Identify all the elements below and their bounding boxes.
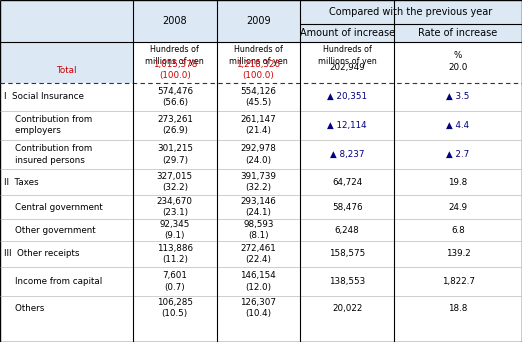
- Text: 98,593
(8.1): 98,593 (8.1): [243, 220, 274, 240]
- Text: 574,476
(56.6): 574,476 (56.6): [157, 87, 193, 107]
- Bar: [133, 42, 522, 83]
- Text: Central government: Central government: [4, 202, 102, 212]
- Text: ▲ 2.7: ▲ 2.7: [446, 150, 470, 159]
- Text: Hundreds of
millions of yen: Hundreds of millions of yen: [318, 45, 376, 66]
- Bar: [0, 140, 522, 169]
- Bar: [0, 267, 522, 296]
- Text: 58,476: 58,476: [332, 202, 362, 212]
- Text: Other government: Other government: [4, 225, 96, 235]
- Text: 20.0: 20.0: [448, 64, 468, 73]
- Text: 92,345
(9.1): 92,345 (9.1): [160, 220, 190, 240]
- Text: Amount of increase: Amount of increase: [300, 28, 395, 38]
- Bar: [0, 195, 522, 219]
- Text: ▲ 4.4: ▲ 4.4: [446, 121, 470, 130]
- Text: 272,461
(22.4): 272,461 (22.4): [241, 244, 276, 264]
- Bar: [0, 241, 522, 267]
- Text: 138,553: 138,553: [329, 277, 365, 286]
- Text: 301,215
(29.7): 301,215 (29.7): [157, 144, 193, 165]
- Text: 146,154
(12.0): 146,154 (12.0): [241, 271, 276, 292]
- Text: 20,022: 20,022: [332, 304, 362, 313]
- Text: 1,015,378
(100.0): 1,015,378 (100.0): [152, 60, 197, 80]
- Text: 139.2: 139.2: [446, 249, 470, 258]
- Text: 554,126
(45.5): 554,126 (45.5): [241, 87, 276, 107]
- Text: ▲ 12,114: ▲ 12,114: [327, 121, 367, 130]
- Text: ▲ 20,351: ▲ 20,351: [327, 92, 367, 101]
- Text: 327,015
(32.2): 327,015 (32.2): [157, 172, 193, 192]
- Text: 18.8: 18.8: [448, 304, 468, 313]
- Text: 6.8: 6.8: [451, 225, 465, 235]
- Bar: [0, 83, 522, 110]
- Text: 158,575: 158,575: [329, 249, 365, 258]
- Text: 64,724: 64,724: [332, 177, 362, 187]
- Bar: [0, 219, 522, 241]
- Text: Total: Total: [56, 66, 77, 75]
- Text: 391,739
(32.2): 391,739 (32.2): [241, 172, 276, 192]
- Text: 292,978
(24.0): 292,978 (24.0): [241, 144, 276, 165]
- Text: 1,218,326
(100.0): 1,218,326 (100.0): [236, 60, 280, 80]
- Text: Others: Others: [4, 304, 44, 313]
- Bar: [0, 110, 522, 140]
- Text: 293,146
(24.1): 293,146 (24.1): [241, 197, 276, 217]
- Text: Hundreds of
millions of yen: Hundreds of millions of yen: [229, 45, 288, 66]
- Text: 106,285
(10.5): 106,285 (10.5): [157, 298, 193, 318]
- Text: 126,307
(10.4): 126,307 (10.4): [241, 298, 276, 318]
- Text: 202,949: 202,949: [329, 64, 365, 73]
- Bar: [0, 24, 522, 42]
- Bar: [0, 169, 522, 195]
- Text: Contribution from
    insured persons: Contribution from insured persons: [4, 144, 92, 165]
- Text: Income from capital: Income from capital: [4, 277, 102, 286]
- Text: %: %: [454, 51, 462, 60]
- Text: 19.8: 19.8: [448, 177, 468, 187]
- Text: 24.9: 24.9: [448, 202, 468, 212]
- Text: 234,670
(23.1): 234,670 (23.1): [157, 197, 193, 217]
- Text: Rate of increase: Rate of increase: [419, 28, 497, 38]
- Text: 7,601
(0.7): 7,601 (0.7): [162, 271, 187, 292]
- Text: II  Taxes: II Taxes: [4, 177, 38, 187]
- Text: Contribution from
    employers: Contribution from employers: [4, 115, 92, 135]
- Text: ▲ 3.5: ▲ 3.5: [446, 92, 470, 101]
- Text: 1,822.7: 1,822.7: [442, 277, 474, 286]
- Bar: [0, 42, 133, 83]
- Text: III  Other receipts: III Other receipts: [4, 249, 79, 258]
- Text: Compared with the previous year: Compared with the previous year: [329, 7, 493, 17]
- Text: Hundreds of
millions of yen: Hundreds of millions of yen: [146, 45, 204, 66]
- Text: 273,261
(26.9): 273,261 (26.9): [157, 115, 193, 135]
- Text: 261,147
(21.4): 261,147 (21.4): [241, 115, 276, 135]
- Text: ▲ 8,237: ▲ 8,237: [330, 150, 364, 159]
- Bar: [0, 296, 522, 320]
- Text: 6,248: 6,248: [335, 225, 360, 235]
- Text: I  Social Insurance: I Social Insurance: [4, 92, 84, 101]
- Bar: [0, 0, 522, 24]
- Text: 2009: 2009: [246, 16, 271, 26]
- Text: 113,886
(11.2): 113,886 (11.2): [157, 244, 193, 264]
- Text: 2008: 2008: [162, 16, 187, 26]
